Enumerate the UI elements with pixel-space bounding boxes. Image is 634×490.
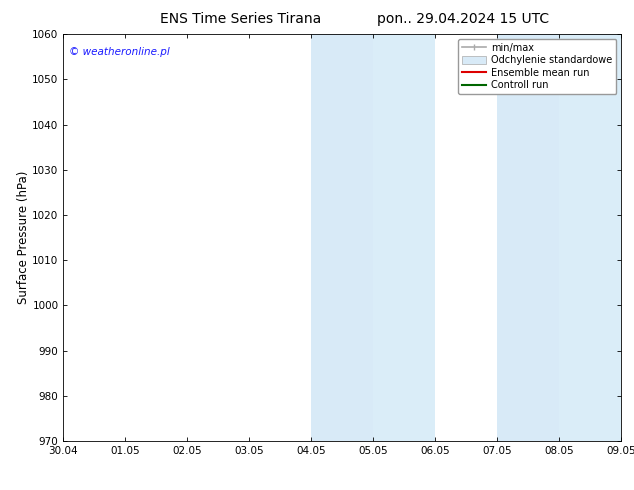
- Bar: [559, 34, 621, 441]
- Legend: min/max, Odchylenie standardowe, Ensemble mean run, Controll run: min/max, Odchylenie standardowe, Ensembl…: [458, 39, 616, 94]
- Text: pon.. 29.04.2024 15 UTC: pon.. 29.04.2024 15 UTC: [377, 12, 549, 26]
- Bar: [497, 34, 559, 441]
- Text: ENS Time Series Tirana: ENS Time Series Tirana: [160, 12, 321, 26]
- Bar: [373, 34, 436, 441]
- Text: © weatheronline.pl: © weatheronline.pl: [69, 47, 170, 56]
- Bar: [311, 34, 373, 441]
- Y-axis label: Surface Pressure (hPa): Surface Pressure (hPa): [16, 171, 30, 304]
